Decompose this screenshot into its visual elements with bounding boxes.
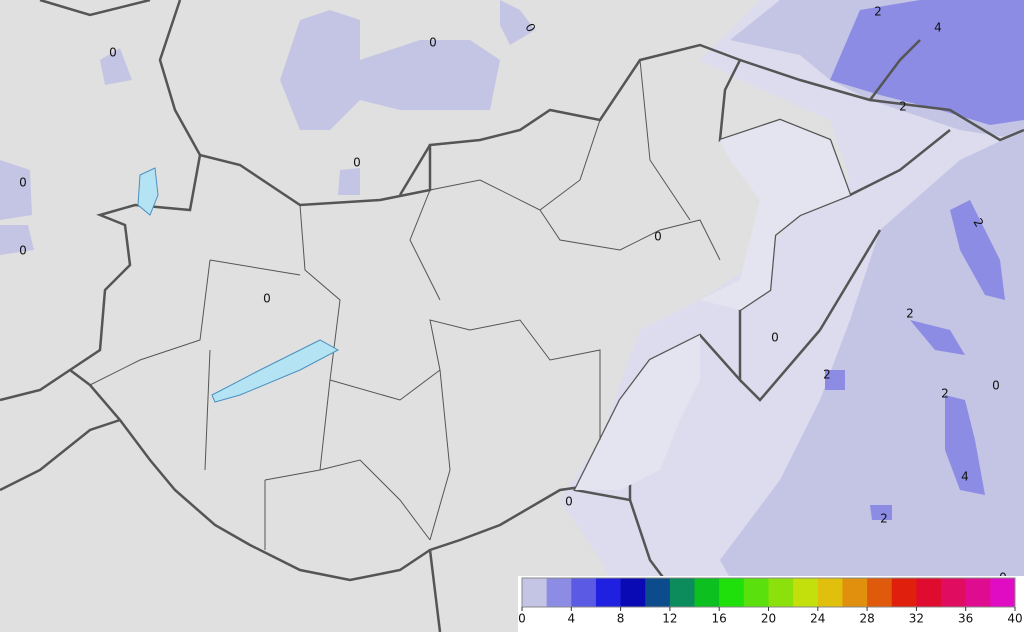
contour-label: 0 (565, 495, 573, 509)
contour-label: 4 (934, 21, 942, 35)
contour-label: 0 (654, 230, 662, 244)
colorbar-swatch (595, 578, 622, 607)
colorbar-tick-label: 8 (617, 612, 625, 626)
contour-label: 0 (429, 36, 437, 50)
contour-labels: 0 0 0 0 0 0 0 0 0 0 0 0 2 4 2 2 2 2 2 4 … (19, 5, 1007, 585)
contour-label: 2 (874, 5, 882, 19)
colorbar-swatch (669, 578, 696, 607)
colorbar-tick-label: 20 (761, 612, 776, 626)
colorbar: 0 4 8 12 16 20 24 28 32 36 40 (518, 577, 1023, 626)
lake-balaton (211, 339, 340, 403)
colorbar-tick-label: 4 (567, 612, 575, 626)
east-area (700, 120, 850, 310)
colorbar-swatch (522, 578, 548, 607)
colorbar-swatch (694, 578, 720, 607)
colorbar-swatch (817, 578, 843, 607)
contour-label: 2 (823, 368, 831, 382)
colorbar-swatch (546, 578, 572, 607)
colorbar-swatch (743, 578, 769, 607)
contour-label: 0 (353, 156, 361, 170)
contour-label: 2 (899, 100, 907, 114)
contour-label: 2 (880, 512, 888, 526)
colorbar-tick-label: 28 (859, 612, 874, 626)
colorbar-swatch (965, 578, 991, 607)
colorbar-tick-label: 24 (810, 612, 825, 626)
contour-label: 2 (906, 307, 914, 321)
colorbar-tick-label: 32 (909, 612, 924, 626)
colorbar-swatch (867, 578, 893, 607)
colorbar-tick-label: 36 (958, 612, 973, 626)
contour-label: 0 (19, 244, 27, 258)
colorbar-swatch (571, 578, 597, 607)
colorbar-swatch (645, 578, 671, 607)
colorbar-swatch (768, 578, 794, 607)
colorbar-swatch (891, 578, 917, 607)
south-east-area (575, 335, 700, 490)
colorbar-tick-label: 16 (712, 612, 727, 626)
colorbar-swatch (916, 578, 942, 607)
county-lines (89, 59, 721, 550)
country (67, 43, 852, 582)
contour-label: 0 (19, 176, 27, 190)
colorbar-swatch (793, 578, 819, 607)
contour-label: 0 (263, 292, 271, 306)
colorbar-swatch (842, 578, 868, 607)
colorbar-swatch (620, 578, 646, 607)
contour-label: 0 (109, 46, 117, 60)
colorbar-swatch (990, 578, 1016, 607)
contour-label: 0 (992, 379, 1000, 393)
contour-label: 4 (961, 470, 969, 484)
colorbar-tick-label: 40 (1007, 612, 1022, 626)
contour-label: 0 (771, 331, 779, 345)
colorbar-tick-label: 12 (662, 612, 677, 626)
colorbar-swatch (941, 578, 967, 607)
colorbar-swatch (719, 578, 745, 607)
colorbar-tick-label: 0 (518, 612, 526, 626)
lake-neusiedl (137, 167, 159, 216)
contour-label: 2 (941, 387, 949, 401)
